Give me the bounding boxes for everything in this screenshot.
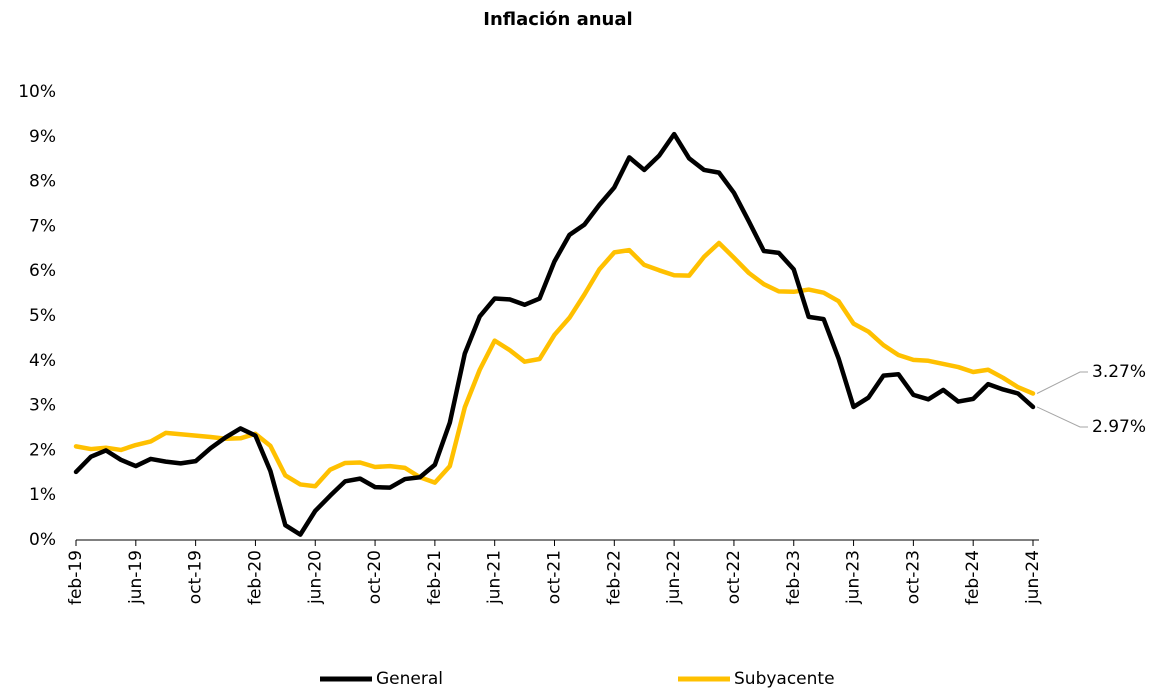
- chart-title: Inflación anual: [483, 9, 632, 30]
- x-tick-label: oct-21: [545, 550, 565, 604]
- x-tick-label: feb-24: [963, 550, 983, 605]
- y-tick-label: 5%: [29, 306, 56, 326]
- x-tick-label: jun-24: [1023, 550, 1043, 605]
- label-leader: [1036, 371, 1088, 394]
- x-tick-label: oct-20: [365, 550, 385, 604]
- y-tick-label: 7%: [29, 216, 56, 236]
- end-label: 2.97%: [1092, 417, 1146, 437]
- label-leader: [1036, 406, 1088, 428]
- y-tick-label: 3%: [29, 396, 56, 416]
- y-tick-label: 1%: [29, 485, 56, 505]
- x-tick-label: feb-19: [66, 550, 86, 605]
- x-tick-label: feb-20: [245, 550, 265, 605]
- x-tick-label: jun-22: [664, 550, 684, 605]
- x-tick-label: jun-23: [844, 550, 864, 605]
- x-tick-label: jun-19: [126, 550, 146, 605]
- x-tick-label: jun-20: [305, 550, 325, 605]
- y-tick-label: 6%: [29, 261, 56, 281]
- legend-label: General: [376, 669, 443, 689]
- x-tick-label: feb-21: [425, 550, 445, 605]
- y-tick-label: 10%: [18, 82, 56, 102]
- end-label: 3.27%: [1092, 362, 1146, 382]
- line-series: [73, 240, 1036, 489]
- x-tick-label: oct-19: [186, 550, 206, 604]
- x-tick-label: oct-22: [724, 550, 744, 604]
- x-tick-label: oct-23: [903, 550, 923, 604]
- line-series: [73, 131, 1036, 537]
- x-tick-label: feb-23: [784, 550, 804, 605]
- y-tick-label: 2%: [29, 440, 56, 460]
- legend-label: Subyacente: [734, 669, 835, 689]
- y-tick-label: 9%: [29, 127, 56, 147]
- y-tick-label: 4%: [29, 351, 56, 371]
- y-tick-label: 8%: [29, 172, 56, 192]
- x-tick-label: jun-21: [485, 550, 505, 605]
- x-tick-label: feb-22: [604, 550, 624, 605]
- y-tick-label: 0%: [29, 530, 56, 550]
